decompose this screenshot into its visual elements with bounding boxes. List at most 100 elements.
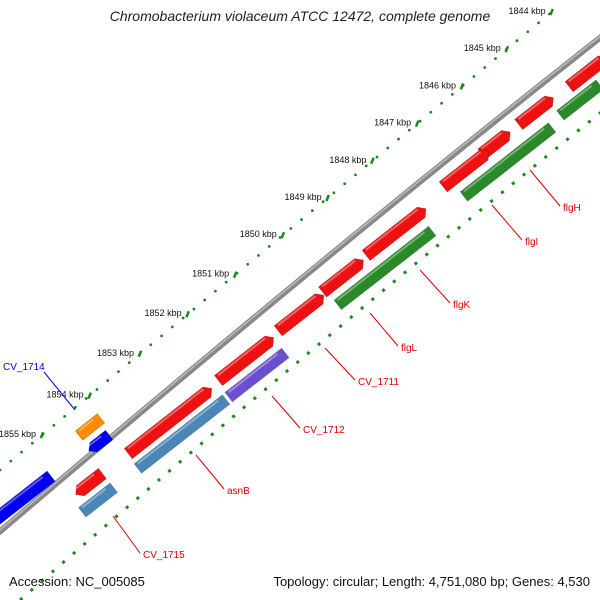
gene-blue-small[interactable] [85,429,114,455]
gene-flgI-upper-body [514,95,554,131]
scale-dot [354,173,357,177]
scale-dot [192,307,196,311]
gene-label[interactable]: CV_1711 [358,377,399,388]
gene-flgK-upper-shine [480,131,503,150]
gene-label-layer: flgH flgI flgK flgL CV_1711 CV_1712 asnB CV_171… [3,169,581,561]
gene-CV1714[interactable] [74,413,106,441]
scale-tick-label: 1855 kbp [0,429,36,439]
gene-CV1712-upper[interactable] [273,290,328,337]
gene-flgK-body [333,225,437,311]
gene-label[interactable]: flgK [453,300,471,311]
gene-flgL-upper-body [361,206,427,261]
accession-label: Accession: NC_005085 [9,574,145,589]
scale-dot [364,164,368,168]
gene-CV1715[interactable] [78,482,118,518]
scale-dot [310,209,314,213]
scale-tick [370,157,375,165]
scale-dot [289,227,293,230]
gene-asnB-upper[interactable] [123,383,216,460]
scale-dot [170,325,174,329]
gene-red-mid[interactable] [213,332,277,387]
scale-dot [30,441,34,445]
gene-flgI[interactable] [459,122,557,202]
gene-CV1711-upper-shine [321,259,356,288]
gene-flgI-shine [463,127,545,193]
gene-flgI-upper-shine [517,97,546,120]
scale-tick [185,310,190,318]
scale-dot [0,468,2,472]
scale-dot [418,119,422,123]
scale-tick [414,120,420,128]
gene-CV1714-body [74,413,106,441]
gene-label-leader [419,269,451,304]
gene-CV1715-shine [81,488,107,509]
scale-dot [472,75,476,78]
scale-tick-label: 1851 kbp [192,269,229,279]
genome-backbone [0,34,600,536]
gene-CV1715-upper-body [75,467,107,497]
scale-tick [504,45,510,53]
gene-flgI-upper[interactable] [514,92,558,131]
scale-dot [397,137,400,141]
gene-label[interactable]: flgH [563,203,581,214]
gene-flgH-upper[interactable] [564,52,600,93]
gene-flgK-upper-2-body [438,149,490,193]
scale-tick [232,271,238,279]
gene-asnB[interactable] [133,394,231,474]
gene-CV1711-upper-body [318,258,364,298]
gene-CV1715-upper[interactable] [72,467,107,499]
gene-blue-large-shine [0,476,44,524]
gene-CV1711-upper[interactable] [318,255,368,298]
scale-dot [203,298,207,302]
scale-tick [325,194,330,202]
kbp-scale: 1844 kbp 1845 kbp 1846 kbp 1847 kbp 1848 kbp… [0,6,554,472]
gene-label[interactable]: asnB [227,486,250,497]
scale-dot [127,361,131,365]
gene-blue-large-body [0,470,56,530]
scale-dot [52,423,56,427]
gene-asnB-body [133,394,231,474]
genome-backbone-highlight [0,35,600,531]
gene-label[interactable]: flgL [401,343,418,354]
gene-flgK-shine [337,231,425,301]
scale-dot [106,379,110,382]
gene-flgK[interactable] [333,225,437,311]
scale-dot [515,39,519,43]
scale-dot [73,405,77,409]
genome-summary: Topology: circular; Length: 4,751,080 bp… [273,574,590,589]
gene-label-leader [43,371,76,411]
scale-dot [483,66,487,69]
gene-label[interactable]: CV_1715 [143,550,185,561]
scale-tick [39,431,45,439]
gene-CV1712-body [224,347,290,403]
gene-label-leader [491,204,523,241]
gene-flgH[interactable] [556,79,600,121]
gene-red-mid-body [213,335,274,387]
scale-tick-label: 1852 kbp [145,308,182,318]
scale-dot [267,245,271,248]
scale-dot [526,30,530,34]
scale-tick-label: 1846 kbp [419,80,456,90]
scale-tick [280,231,286,239]
gene-label-leader [529,169,561,207]
gene-flgK-upper-2[interactable] [438,146,493,193]
gene-asnB-upper-shine [127,388,205,450]
gene-label[interactable]: CV_1712 [303,425,345,436]
scale-dot [407,128,411,132]
gene-flgL-upper[interactable] [361,203,430,261]
gene-label[interactable]: CV_1714 [3,362,45,373]
scale-dot [84,397,88,400]
scale-dot [224,280,228,284]
gene-label[interactable]: flgI [525,237,538,248]
gene-red-mid-shine [217,337,266,376]
gene-blue-large[interactable] [0,470,56,533]
scale-tick-label: 1848 kbp [329,155,366,165]
gene-CV1712[interactable] [224,347,290,403]
scale-tick [87,392,92,400]
scale-tick-label: 1849 kbp [285,192,322,202]
scale-dot [300,218,303,221]
scale-tick-label: 1844 kbp [509,6,546,16]
gene-CV1715-upper-shine [74,473,95,490]
scale-tick-label: 1845 kbp [464,43,501,53]
